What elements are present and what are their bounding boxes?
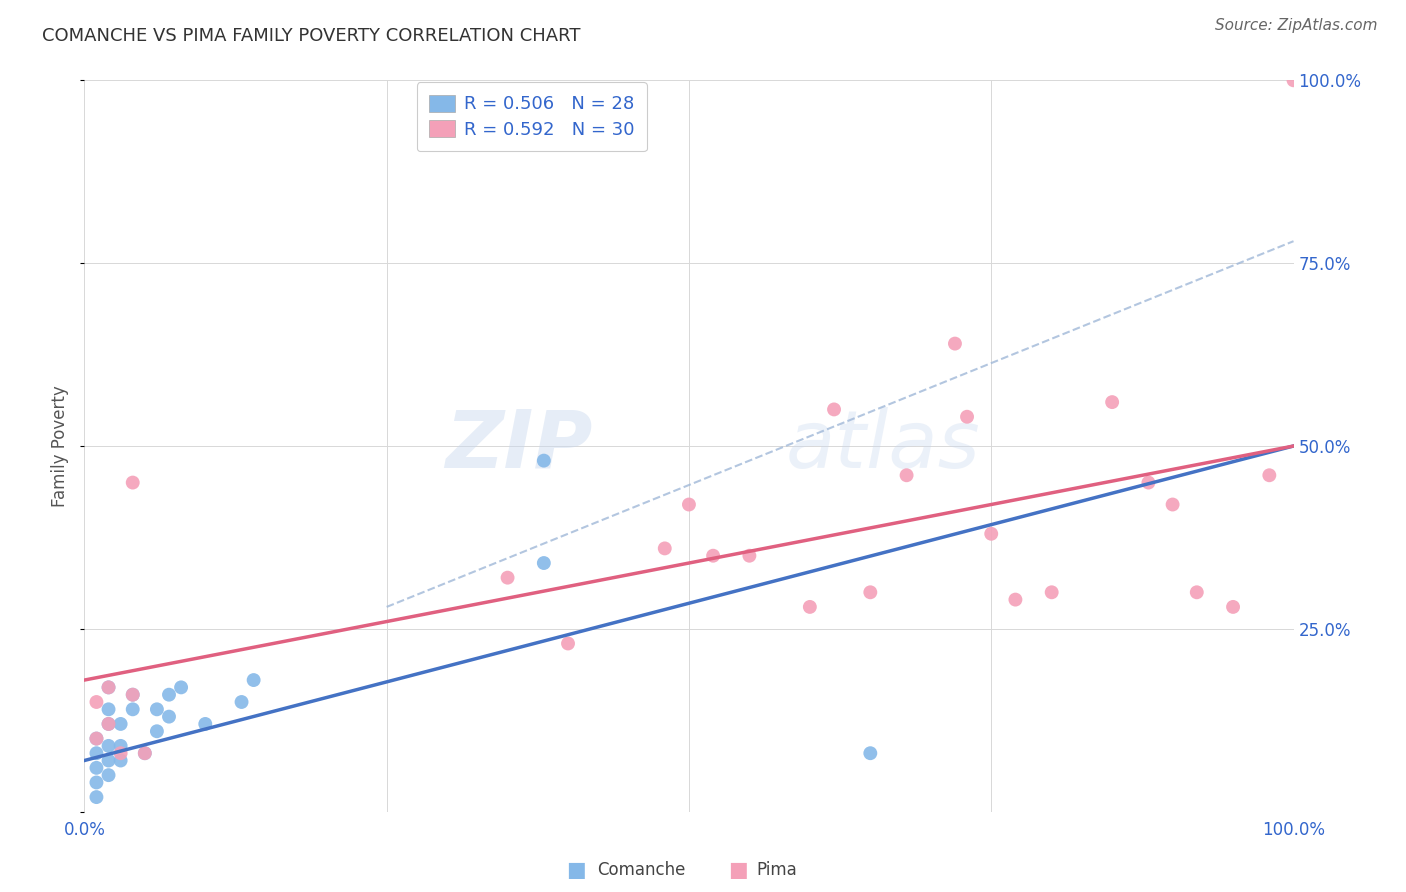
Point bbox=[533, 453, 555, 467]
Legend: R = 0.506   N = 28, R = 0.592   N = 30: R = 0.506 N = 28, R = 0.592 N = 30 bbox=[416, 82, 647, 152]
Point bbox=[823, 402, 845, 417]
Point bbox=[896, 468, 918, 483]
Point bbox=[97, 754, 120, 768]
Point bbox=[134, 746, 156, 760]
Point bbox=[194, 717, 217, 731]
Point bbox=[1004, 592, 1026, 607]
Point bbox=[1101, 395, 1123, 409]
Point bbox=[110, 739, 132, 753]
Point bbox=[496, 571, 519, 585]
Point bbox=[170, 681, 193, 695]
Point bbox=[121, 688, 143, 702]
Point bbox=[86, 731, 108, 746]
Point bbox=[242, 673, 264, 687]
Text: ZIP: ZIP bbox=[444, 407, 592, 485]
Text: Comanche: Comanche bbox=[598, 861, 686, 879]
Point bbox=[799, 599, 821, 614]
Point bbox=[956, 409, 979, 424]
Point bbox=[1137, 475, 1160, 490]
Point bbox=[859, 585, 882, 599]
Point bbox=[1222, 599, 1244, 614]
Point bbox=[134, 746, 156, 760]
Text: atlas: atlas bbox=[786, 407, 980, 485]
Point bbox=[557, 636, 579, 650]
Point bbox=[702, 549, 724, 563]
Point bbox=[1161, 498, 1184, 512]
Point bbox=[1040, 585, 1063, 599]
Point bbox=[97, 768, 120, 782]
Point bbox=[1282, 73, 1305, 87]
Text: ■: ■ bbox=[728, 860, 748, 880]
Point bbox=[678, 498, 700, 512]
Text: ■: ■ bbox=[567, 860, 586, 880]
Point bbox=[1185, 585, 1208, 599]
Point bbox=[1258, 468, 1281, 483]
Point bbox=[86, 731, 108, 746]
Point bbox=[97, 681, 120, 695]
Point bbox=[110, 746, 132, 760]
Point bbox=[86, 775, 108, 789]
Point bbox=[121, 688, 143, 702]
Point bbox=[146, 724, 169, 739]
Point bbox=[859, 746, 882, 760]
Point bbox=[157, 688, 180, 702]
Point bbox=[97, 739, 120, 753]
Point bbox=[97, 681, 120, 695]
Point bbox=[146, 702, 169, 716]
Point bbox=[110, 717, 132, 731]
Point bbox=[654, 541, 676, 556]
Point bbox=[86, 746, 108, 760]
Point bbox=[533, 556, 555, 570]
Text: Pima: Pima bbox=[756, 861, 797, 879]
Point bbox=[157, 709, 180, 723]
Y-axis label: Family Poverty: Family Poverty bbox=[51, 385, 69, 507]
Point bbox=[121, 475, 143, 490]
Text: COMANCHE VS PIMA FAMILY POVERTY CORRELATION CHART: COMANCHE VS PIMA FAMILY POVERTY CORRELAT… bbox=[42, 27, 581, 45]
Point bbox=[980, 526, 1002, 541]
Point bbox=[943, 336, 966, 351]
Point bbox=[86, 790, 108, 805]
Point bbox=[86, 695, 108, 709]
Point bbox=[97, 717, 120, 731]
Text: Source: ZipAtlas.com: Source: ZipAtlas.com bbox=[1215, 18, 1378, 33]
Point bbox=[110, 754, 132, 768]
Point bbox=[97, 717, 120, 731]
Point bbox=[97, 702, 120, 716]
Point bbox=[121, 702, 143, 716]
Point bbox=[738, 549, 761, 563]
Point bbox=[231, 695, 253, 709]
Point bbox=[86, 761, 108, 775]
